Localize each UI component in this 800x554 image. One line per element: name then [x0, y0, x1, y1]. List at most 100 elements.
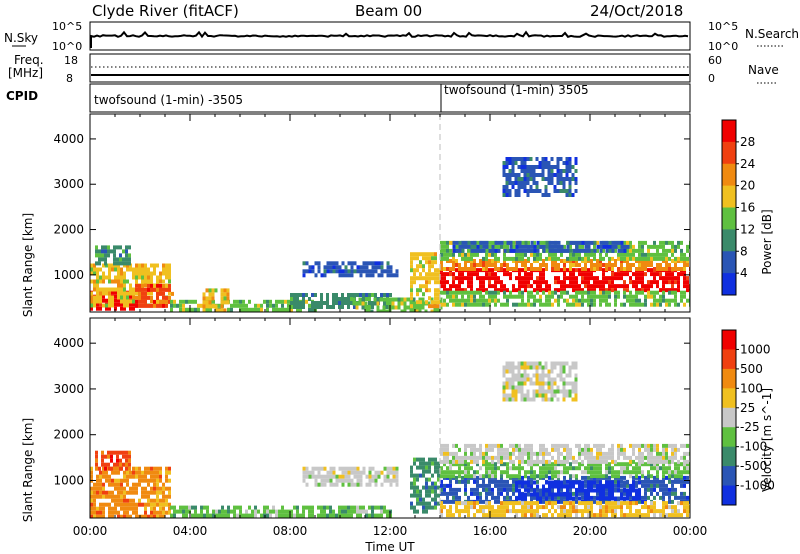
power-cell: [123, 303, 126, 308]
power-cell: [220, 300, 224, 305]
velocity-cell: [593, 466, 596, 471]
power-cell: [461, 267, 464, 271]
velocity-cell: [494, 499, 497, 504]
power-cell: [620, 244, 624, 249]
colorbar-tick-label: 24: [740, 157, 755, 171]
power-cell: [90, 303, 93, 308]
velocity-cell: [530, 492, 533, 497]
velocity-cell: [647, 443, 650, 448]
power-cell: [135, 283, 138, 288]
velocity-cell: [568, 381, 572, 386]
velocity-cell: [677, 513, 680, 518]
velocity-cell: [93, 514, 96, 518]
power-cell: [665, 280, 668, 285]
velocity-cell: [623, 447, 626, 452]
power-cell: [536, 280, 539, 285]
power-cell: [382, 309, 386, 312]
power-cell: [350, 293, 353, 297]
velocity-cell: [545, 459, 548, 464]
power-cell: [102, 287, 105, 292]
velocity-cell: [455, 487, 458, 492]
power-cell: [425, 280, 428, 285]
power-cell: [311, 265, 315, 270]
power-cell: [647, 280, 650, 285]
velocity-cell: [526, 377, 530, 382]
power-cell: [117, 298, 120, 303]
velocity-cell: [120, 478, 123, 483]
power-cell: [512, 288, 515, 293]
velocity-cell: [458, 509, 461, 514]
velocity-cell: [111, 510, 114, 515]
velocity-cell: [344, 513, 347, 518]
power-cell: [365, 297, 368, 301]
power-cell: [452, 290, 455, 295]
velocity-cell: [153, 478, 156, 483]
velocity-cell: [455, 459, 458, 464]
power-cell: [671, 276, 674, 281]
velocity-cell: [653, 513, 656, 518]
velocity-cell: [626, 488, 629, 493]
velocity-cell: [470, 501, 473, 506]
velocity-cell: [641, 474, 644, 479]
velocity-cell: [671, 451, 674, 456]
power-cell: [530, 240, 534, 245]
velocity-cell: [248, 513, 251, 518]
velocity-cell: [502, 385, 506, 390]
velocity-cell: [479, 466, 482, 471]
power-cell: [341, 297, 344, 301]
velocity-cell: [551, 480, 554, 485]
power-cell: [126, 267, 129, 272]
power-cell: [560, 290, 563, 295]
velocity-cell: [578, 447, 581, 452]
power-cell: [541, 169, 545, 173]
power-cell: [208, 288, 212, 293]
power-cell: [566, 290, 569, 295]
power-cell: [520, 177, 524, 181]
velocity-cell: [518, 447, 521, 452]
velocity-cell: [578, 455, 581, 460]
velocity-cell: [416, 485, 419, 490]
power-cell: [104, 249, 107, 254]
velocity-cell: [147, 466, 150, 471]
velocity-cell: [356, 482, 360, 487]
power-cell: [506, 294, 509, 299]
velocity-cell: [584, 505, 587, 510]
xtick-label: 04:00: [173, 524, 208, 538]
velocity-cell: [206, 509, 209, 514]
power-cell: [653, 267, 656, 271]
velocity-cell: [548, 480, 551, 485]
velocity-cell: [581, 509, 584, 514]
power-cell: [129, 267, 132, 272]
velocity-cell: [503, 487, 506, 492]
power-cell: [380, 293, 383, 297]
velocity-cell: [479, 495, 482, 500]
velocity-cell: [530, 505, 533, 510]
power-cell: [129, 263, 132, 268]
power-cell: [662, 290, 665, 295]
ytick-label: 2000: [53, 428, 84, 442]
velocity-cell: [524, 513, 527, 518]
power-cell: [458, 272, 461, 277]
velocity-cell: [644, 462, 647, 467]
velocity-cell: [587, 470, 590, 475]
power-cell: [433, 309, 437, 312]
power-cell: [563, 288, 566, 293]
velocity-cell: [581, 470, 584, 475]
power-cell: [380, 273, 384, 278]
velocity-cell: [653, 501, 656, 506]
velocity-cell: [389, 466, 393, 471]
velocity-cell: [329, 470, 333, 475]
velocity-cell: [599, 484, 602, 489]
velocity-cell: [410, 501, 413, 506]
power-cell: [388, 297, 392, 302]
velocity-cell: [320, 474, 324, 479]
power-cell: [434, 268, 437, 273]
power-cell: [683, 302, 686, 307]
velocity-cell: [511, 393, 515, 398]
power-cell: [425, 256, 428, 261]
velocity-cell: [425, 469, 428, 474]
velocity-cell: [530, 455, 533, 460]
power-cell: [105, 275, 108, 280]
power-cell: [626, 298, 629, 303]
power-cell: [422, 264, 425, 269]
